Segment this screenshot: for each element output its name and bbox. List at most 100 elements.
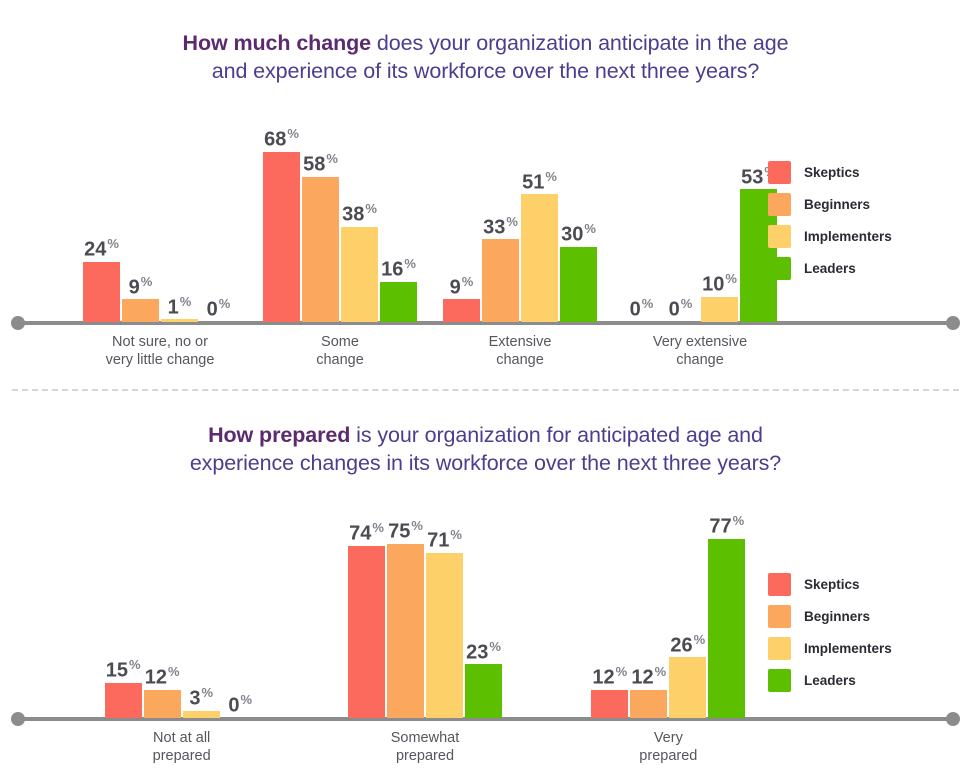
bar-rect[interactable] xyxy=(482,239,519,322)
bar-value-label: 30% xyxy=(561,221,596,246)
legend-swatch-beginners xyxy=(768,192,791,216)
bar-rect[interactable] xyxy=(630,689,668,718)
axis-cap-right-icon xyxy=(946,711,960,726)
bar-rect[interactable] xyxy=(347,545,385,718)
category-label: Some change xyxy=(250,333,430,370)
bar-implementers[interactable]: 26% xyxy=(669,633,707,718)
bar-rect[interactable] xyxy=(425,552,463,718)
legend-item-beginners[interactable]: Beginners xyxy=(768,192,892,216)
bar-group: 15% 12% 3% 0% xyxy=(60,495,303,718)
bar-skeptics[interactable]: 15% xyxy=(104,658,142,718)
bar-beginners[interactable]: 33% xyxy=(482,215,519,322)
bar-rect[interactable] xyxy=(701,296,738,322)
bar-implementers[interactable]: 51% xyxy=(521,170,558,322)
legend-item-skeptics[interactable]: Skeptics xyxy=(768,160,892,184)
bar-beginners[interactable]: 12% xyxy=(630,665,668,718)
bar-rect[interactable] xyxy=(143,689,181,718)
bar-group: 0%0%10%53% xyxy=(610,103,790,322)
legend-swatch-implementers xyxy=(768,636,791,660)
bar-value-label: 3% xyxy=(189,684,213,710)
bar-leaders[interactable]: 77% xyxy=(708,514,746,718)
plot-area-prepared: 15% 12% 3% 0% 74% 75% 71% 23% 12% 12% 26% 77% Not a… xyxy=(0,495,971,765)
legend-label: Implementers xyxy=(804,640,892,656)
bar-beginners[interactable]: 75% xyxy=(386,519,424,718)
title-rest-1: is your organization for anticipated age… xyxy=(350,422,763,447)
title-lead-0: How much change xyxy=(182,30,372,55)
bar-beginners[interactable]: 12% xyxy=(143,665,181,718)
bar-value-label: 0% xyxy=(629,296,654,321)
title-rest-0: does your organization anticipate in the… xyxy=(371,30,789,55)
category-label-line: Some xyxy=(321,333,359,350)
bar-implementers[interactable]: 10% xyxy=(701,272,738,322)
legend-label: Skeptics xyxy=(804,164,860,180)
bar-rect[interactable] xyxy=(669,657,707,718)
plot-area-change: 24% 9% 1% 0% 68% 58% 38% 16% 9% 33% 51% 30% 0% 0% 10% 5… xyxy=(0,103,971,375)
bar-value-label: 9% xyxy=(128,273,153,299)
category-labels: Not at all prepared Somewhat prepared Very pr… xyxy=(60,729,790,766)
bar-beginners[interactable]: 58% xyxy=(302,152,339,322)
bar-value-label: 58% xyxy=(303,151,338,176)
bar-skeptics[interactable]: 12% xyxy=(591,665,629,718)
bar-rect[interactable] xyxy=(708,538,746,718)
bar-skeptics[interactable]: 74% xyxy=(347,521,385,718)
category-label-line: Extensive xyxy=(488,333,552,350)
bar-rect[interactable] xyxy=(182,710,220,718)
legend-item-skeptics[interactable]: Skeptics xyxy=(768,572,892,596)
bar-skeptics[interactable]: 24% xyxy=(83,237,120,322)
legend-item-leaders[interactable]: Leaders xyxy=(768,256,892,280)
legend-label: Beginners xyxy=(804,196,871,212)
legend-label: Leaders xyxy=(804,260,856,276)
category-labels: Not sure, no or very little change Some cha… xyxy=(70,333,790,370)
category-label-line: prepared xyxy=(152,748,211,765)
bar-leaders[interactable]: 23% xyxy=(464,640,502,718)
bar-value-label: 68% xyxy=(264,126,299,151)
category-label-line: Not at all xyxy=(153,729,211,746)
bar-rect[interactable] xyxy=(104,682,142,718)
title-line2-0: and experience of its workforce over the… xyxy=(211,58,760,83)
legend-swatch-beginners xyxy=(768,604,791,628)
legend-item-leaders[interactable]: Leaders xyxy=(768,668,892,692)
bar-value-label: 0% xyxy=(228,691,252,717)
bar-value-label: 16% xyxy=(381,256,416,281)
bar-value-label: 26% xyxy=(670,631,706,657)
bar-rect[interactable] xyxy=(302,176,339,322)
category-label: Not at all prepared xyxy=(60,729,303,766)
bar-value-label: 33% xyxy=(483,213,518,239)
bar-rect[interactable] xyxy=(341,226,378,322)
bar-rect[interactable] xyxy=(122,299,159,322)
bar-implementers[interactable]: 3% xyxy=(182,686,220,718)
chart-legend: Skeptics Beginners Implementers Leaders xyxy=(768,572,892,692)
bar-value-label: 23% xyxy=(466,638,501,664)
bar-rect[interactable] xyxy=(560,246,597,322)
bar-value-label: 0% xyxy=(668,296,693,321)
bar-group: 74% 75% 71% 23% xyxy=(303,495,546,718)
bar-rect[interactable] xyxy=(263,151,300,322)
bar-implementers[interactable]: 1% xyxy=(161,295,198,322)
bar-rect[interactable] xyxy=(83,261,120,322)
legend-item-implementers[interactable]: Implementers xyxy=(768,636,892,660)
legend-swatch-skeptics xyxy=(768,160,791,184)
bar-value-label: 51% xyxy=(522,168,557,194)
legend-item-implementers[interactable]: Implementers xyxy=(768,224,892,248)
axis-cap-left-icon xyxy=(11,315,25,330)
bar-implementers[interactable]: 38% xyxy=(341,202,378,322)
bar-rect[interactable] xyxy=(443,299,480,322)
bar-value-label: 75% xyxy=(388,517,423,543)
bar-leaders[interactable]: 16% xyxy=(380,257,417,322)
bar-beginners[interactable]: 9% xyxy=(122,275,159,322)
chart-panel-prepared: How prepared is your organization for an… xyxy=(0,408,971,781)
bar-skeptics[interactable]: 68% xyxy=(263,127,300,322)
bar-value-label: 1% xyxy=(167,293,192,319)
bar-leaders[interactable]: 30% xyxy=(560,222,597,322)
legend-item-beginners[interactable]: Beginners xyxy=(768,604,892,628)
bar-rect[interactable] xyxy=(380,281,417,322)
bar-rect[interactable] xyxy=(591,689,629,718)
bar-rect[interactable] xyxy=(521,194,558,322)
bar-implementers[interactable]: 71% xyxy=(425,528,463,718)
bar-value-label: 74% xyxy=(349,520,384,545)
bar-skeptics[interactable]: 9% xyxy=(443,275,480,322)
bar-rect[interactable] xyxy=(161,319,198,322)
bar-rect[interactable] xyxy=(386,543,424,718)
bar-rect[interactable] xyxy=(464,664,502,718)
legend-label: Leaders xyxy=(804,672,856,688)
